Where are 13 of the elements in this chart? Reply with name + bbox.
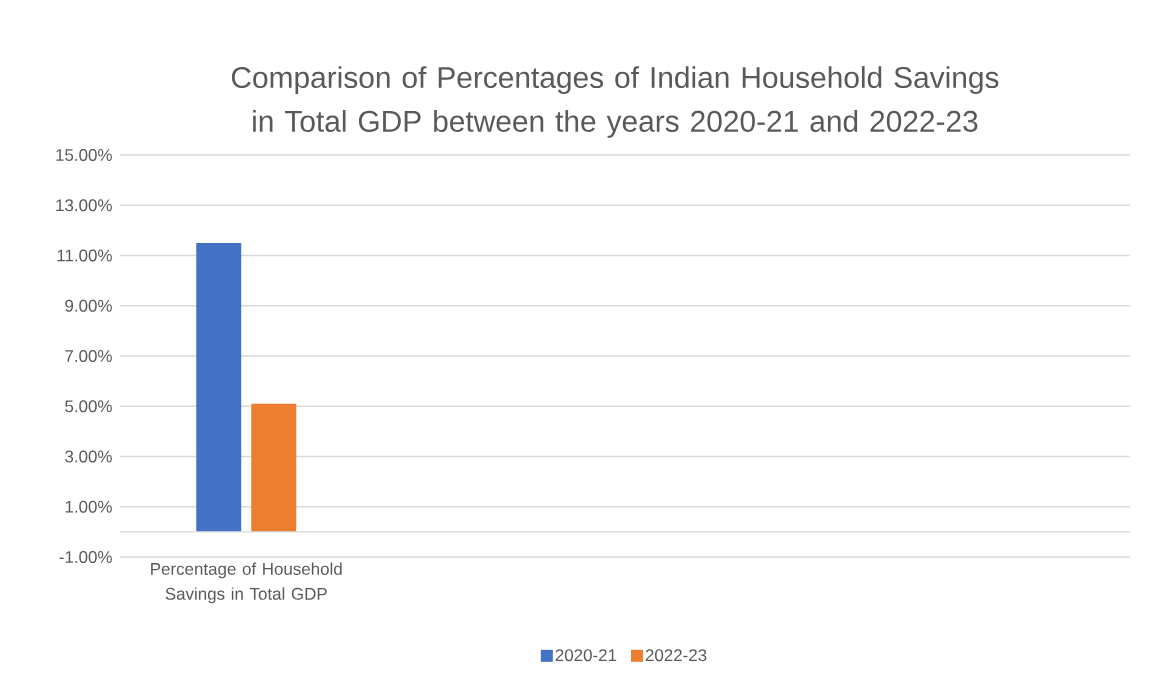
- y-tick-label: 13.00%: [56, 199, 112, 212]
- y-tick-label: 15.00%: [56, 148, 112, 161]
- legend-label: 2022-23: [645, 649, 707, 662]
- y-tick-label: 7.00%: [65, 349, 112, 362]
- y-tick-label: 1.00%: [65, 500, 112, 513]
- chart-title: Comparison of Percentages of Indian Household Savings in Total GDP between the years 2020-21 and 2022-23: [231, 66, 999, 138]
- y-tick-label: 3.00%: [65, 450, 112, 463]
- y-tick-label: 5.00%: [65, 400, 112, 413]
- legend-label: 2020-21: [555, 649, 617, 662]
- y-tick-label: 9.00%: [65, 299, 112, 312]
- x-tick-label: Percentage of Household Savings in Total GDP: [151, 562, 342, 604]
- y-tick-label: -1.00%: [59, 550, 112, 563]
- y-tick-label: 11.00%: [57, 249, 112, 262]
